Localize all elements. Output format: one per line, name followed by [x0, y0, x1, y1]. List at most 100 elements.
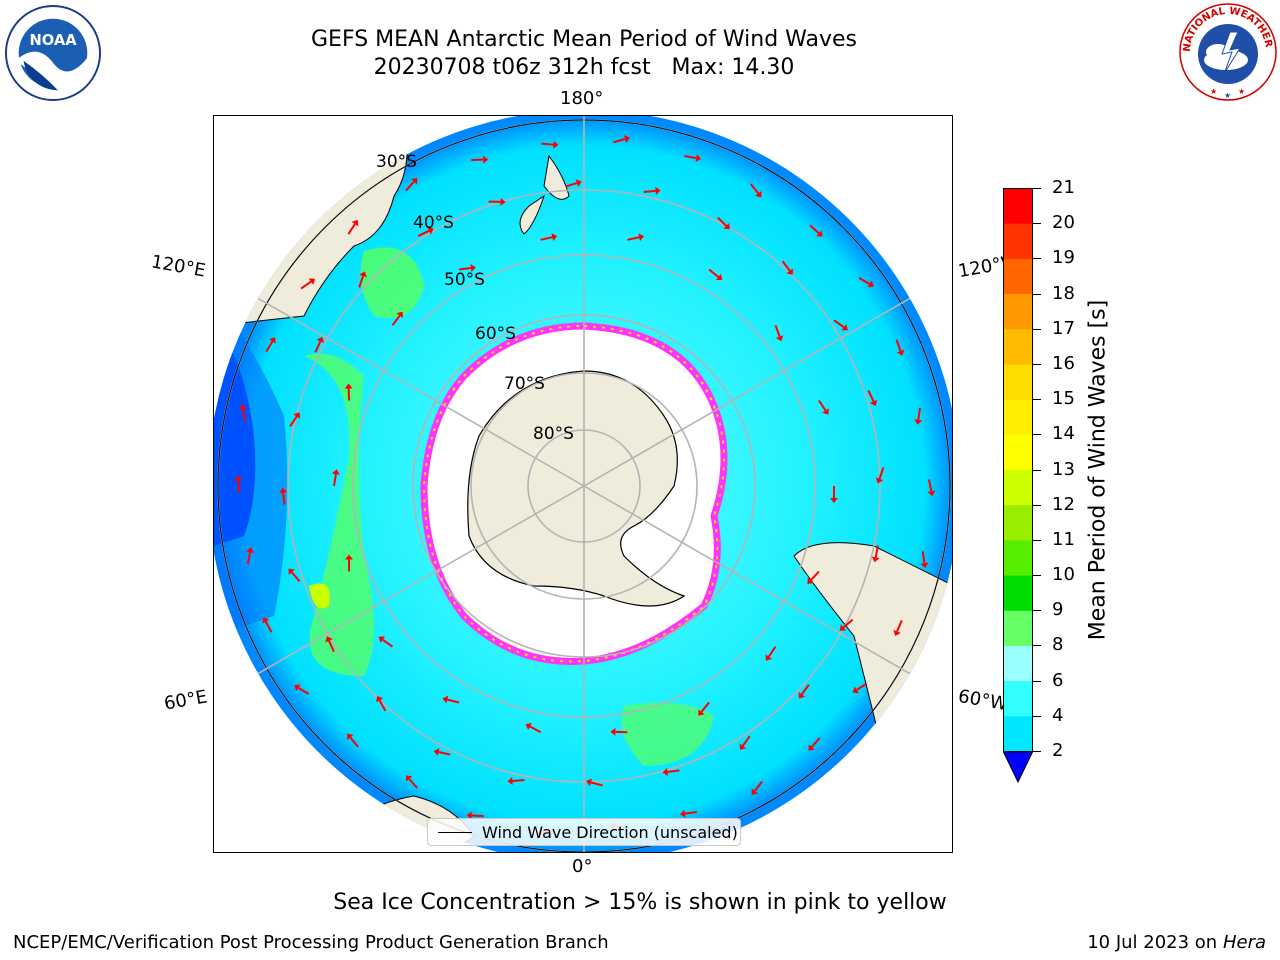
- wind-arrow-head: [807, 577, 814, 584]
- footer-date: 10 Jul 2023 on Hera: [1087, 932, 1266, 953]
- wind-arrow-head: [638, 233, 645, 242]
- wind-arrow-head: [359, 271, 367, 278]
- wind-arrow: [540, 236, 553, 241]
- wind-arrow: [408, 778, 418, 789]
- colorbar-tick-label: 8: [1052, 634, 1064, 656]
- wind-arrow-head: [308, 278, 316, 285]
- forecast-subtitle: 20230708 t06z 312h fcst Max: 14.30: [373, 55, 795, 80]
- wind-arrow: [818, 399, 827, 412]
- colorbar-tick-mark: [1033, 469, 1041, 471]
- wind-arrow-head: [442, 695, 449, 704]
- wind-arrow-head: [893, 629, 901, 637]
- colorbar-tick-label: 13: [1052, 458, 1075, 480]
- wind-arrow: [458, 267, 472, 271]
- wind-arrow-head: [279, 487, 288, 494]
- lon-label-top: 180°: [560, 88, 604, 109]
- wind-arrow: [867, 390, 875, 402]
- wind-arrow-head: [839, 624, 847, 631]
- green-patch: [621, 702, 714, 766]
- lat-label: 50°S: [444, 270, 485, 290]
- wind-arrow: [627, 236, 640, 241]
- wind-arrow-head: [466, 811, 472, 820]
- wind-arrow: [742, 735, 751, 747]
- wind-arrow: [684, 811, 697, 815]
- wind-arrow-head: [347, 733, 354, 741]
- wind-arrow-head: [316, 336, 324, 343]
- wind-arrow: [833, 319, 845, 329]
- wind-arrow-head: [405, 775, 413, 782]
- footer-host: Hera: [1222, 932, 1266, 953]
- colorbar-segment: [1003, 188, 1033, 224]
- wind-arrow: [917, 407, 922, 420]
- wind-arrow: [333, 473, 337, 487]
- colorbar-segment: [1003, 610, 1033, 646]
- colorbar-tick-mark: [1033, 363, 1041, 365]
- wind-arrow: [417, 229, 430, 237]
- wind-arrow-head: [246, 547, 254, 553]
- wind-arrow: [774, 324, 781, 337]
- wind-arrow: [684, 154, 697, 160]
- colorbar-segment: [1003, 363, 1033, 400]
- page-title: GEFS MEAN Antarctic Mean Period of Wind …: [311, 27, 857, 52]
- wind-arrow: [878, 467, 885, 480]
- colorbar-tick-mark: [1033, 293, 1041, 295]
- colorbar-tick-label: 12: [1052, 493, 1075, 515]
- wind-arrow-head: [655, 186, 661, 195]
- green-patch: [360, 247, 424, 318]
- wind-arrow-head: [288, 568, 295, 575]
- wind-arrow-head: [500, 197, 506, 206]
- wind-arrow-head: [525, 722, 532, 731]
- wind-arrow: [921, 551, 926, 564]
- wind-arrow: [811, 737, 821, 748]
- wind-arrow-head: [293, 412, 301, 419]
- wind-arrow: [753, 780, 763, 792]
- colorbar-segment: [1003, 434, 1033, 470]
- wind-arrow: [842, 618, 854, 629]
- wind-arrow-head: [723, 222, 730, 230]
- wind-arrow: [767, 646, 777, 658]
- wind-arrow: [613, 138, 626, 144]
- colorbar-segment: [1003, 504, 1033, 541]
- colorbar-tick-mark: [1033, 434, 1041, 436]
- wind-arrow-head: [751, 788, 758, 795]
- colorbar-tick-mark: [1033, 610, 1041, 612]
- wind-arrow-head: [869, 399, 878, 406]
- colorbar-segment: [1003, 575, 1033, 611]
- wind-arrow: [447, 698, 460, 704]
- colorbar-tick-label: 14: [1052, 423, 1075, 445]
- legend-line-icon: [438, 831, 472, 833]
- colorbar-segment: [1003, 223, 1033, 259]
- wind-arrow-head: [830, 498, 838, 503]
- wind-arrow-head: [679, 809, 686, 818]
- wind-arrow: [382, 638, 394, 648]
- wind-arrow: [716, 216, 727, 227]
- wind-arrow-head: [610, 727, 616, 736]
- footer-credit: NCEP/EMC/Verification Post Processing Pr…: [13, 932, 609, 953]
- colorbar-under-arrow: [1003, 751, 1034, 784]
- wind-arrow: [895, 339, 902, 352]
- wind-arrow-head: [553, 140, 559, 149]
- wind-arrow: [565, 182, 578, 188]
- wind-arrow: [282, 492, 286, 505]
- colorbar-tick-mark: [1033, 399, 1041, 401]
- wind-arrow: [289, 415, 298, 427]
- colorbar-tick-label: 17: [1052, 317, 1075, 339]
- wind-arrow-head: [739, 743, 747, 750]
- lat-label: 70°S: [504, 374, 545, 394]
- colorbar-tick-mark: [1033, 328, 1041, 330]
- noaa-logo-icon: NOAA: [4, 4, 102, 102]
- wind-arrow: [349, 736, 359, 748]
- wind-arrow-head: [483, 155, 489, 164]
- wind-arrow-head: [294, 684, 301, 692]
- lat-label: 80°S: [533, 424, 574, 444]
- wind-arrow-head: [896, 349, 905, 356]
- nws-logo-icon: NATIONAL WEATHER SERVICE ★ ★ ★: [1178, 2, 1277, 101]
- colorbar-tick-label: 21: [1052, 177, 1075, 198]
- wind-arrow: [809, 224, 820, 235]
- wind-arrow: [512, 779, 525, 782]
- wind-arrow-head: [507, 776, 513, 785]
- colorbar-segment: [1003, 645, 1033, 682]
- wind-arrow-head: [867, 280, 874, 288]
- longitude-grid: [214, 116, 952, 852]
- wind-arrow: [314, 340, 322, 353]
